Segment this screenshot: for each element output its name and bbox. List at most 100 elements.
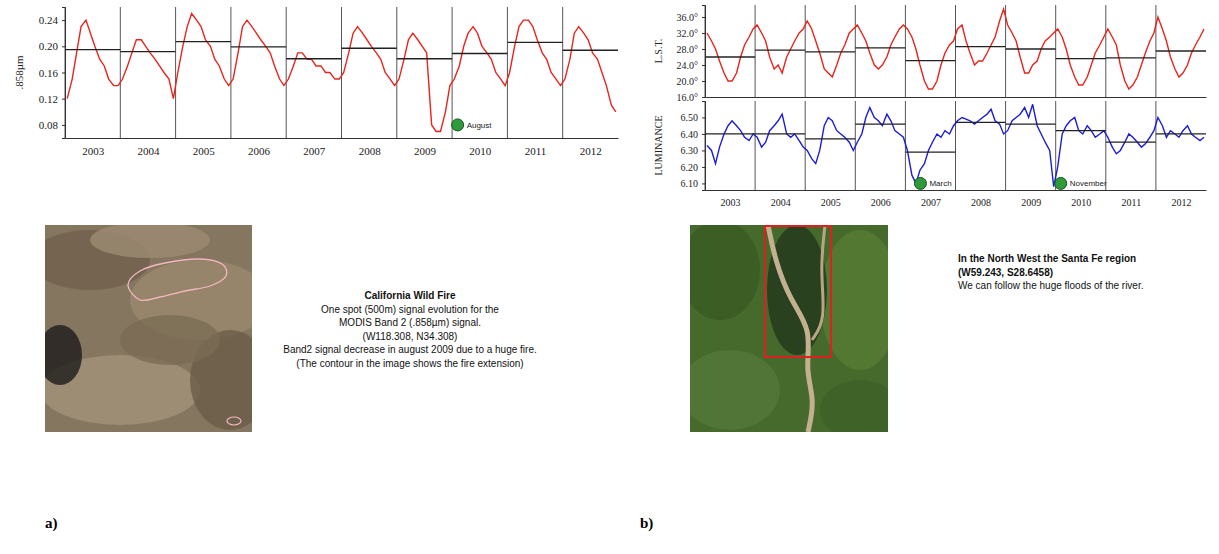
tick: 0.12 — [39, 93, 65, 105]
grid-line — [1055, 5, 1056, 97]
grid-line — [955, 5, 956, 97]
annotation-marker — [914, 177, 926, 189]
grid-line — [341, 7, 342, 138]
annual-mean — [507, 42, 562, 43]
caption-title: (W59.243, S28.6458) — [958, 267, 1053, 278]
tick: 2003 — [66, 138, 105, 157]
grid-line — [175, 7, 176, 138]
y-axis: 6.106.206.306.406.50 — [681, 102, 706, 191]
annual-mean — [563, 50, 618, 51]
tick: 2004 — [756, 190, 791, 208]
tick-mark — [702, 117, 705, 118]
image-texture — [690, 350, 780, 430]
annual-mean — [705, 56, 755, 57]
grid-line — [805, 101, 806, 190]
x-axis: 2003200420052006200720082009201020112012 — [66, 138, 619, 157]
axis-line — [66, 138, 619, 139]
tick-mark — [62, 46, 65, 47]
tick-mark — [702, 97, 705, 98]
annotation-label: November — [1070, 179, 1107, 188]
annual-mean — [956, 46, 1006, 47]
data-line — [67, 14, 616, 132]
tick-label: 2010 — [469, 145, 492, 157]
tick-mark — [702, 33, 705, 34]
river — [812, 225, 825, 340]
annual-mean — [805, 138, 855, 139]
tick-label: 2004 — [771, 197, 791, 208]
x-axis — [706, 97, 1207, 99]
tick: 2005 — [806, 190, 841, 208]
annual-mean — [286, 58, 341, 59]
tick-label: 2005 — [821, 197, 841, 208]
axis-line — [702, 102, 706, 191]
tick: 2003 — [706, 190, 741, 208]
grid-line — [1105, 101, 1106, 190]
annual-mean — [855, 123, 905, 124]
annual-mean — [755, 133, 805, 134]
tick: 2006 — [856, 190, 891, 208]
annotation-marker — [1055, 177, 1067, 189]
tick-label: 0.20 — [39, 40, 59, 52]
annotation-label: March — [929, 179, 951, 188]
tick-mark — [62, 73, 65, 74]
panel-label: a) — [45, 515, 58, 532]
tick: 0.24 — [39, 14, 65, 26]
tick-label: 6.10 — [681, 178, 699, 189]
caption-line: (W118.308, N34.308) — [363, 331, 458, 342]
tick: 2007 — [287, 138, 326, 157]
tick: 0.16 — [39, 67, 65, 79]
tick: 6.10 — [681, 178, 706, 189]
tick-label: 16.0° — [677, 92, 699, 103]
image-texture — [690, 225, 760, 320]
caption-title: California Wild Fire — [364, 290, 455, 301]
axis-line — [706, 97, 1207, 98]
grid-line — [805, 5, 806, 97]
tick: 2012 — [1156, 190, 1191, 208]
panel-label: b) — [640, 515, 653, 532]
annual-mean — [452, 53, 507, 54]
x-axis: 2003200420052006200720082009201020112012 — [706, 190, 1207, 208]
annual-mean — [176, 41, 231, 42]
caption-line: Band2 signal decrease in august 2009 due… — [283, 344, 537, 355]
image-texture — [820, 380, 888, 432]
study-area — [765, 226, 831, 357]
tick: 16.0° — [677, 92, 706, 103]
annual-mean — [1056, 130, 1106, 131]
image-texture — [120, 315, 220, 365]
grid — [705, 5, 1156, 97]
caption-line: MODIS Band 2 (.858µm) signal. — [339, 317, 481, 328]
y-axis: 16.0°20.0°24.0°28.0°32.0°36.0° — [677, 6, 706, 103]
tick-label: 2003 — [721, 197, 741, 208]
tick-label: 2008 — [359, 145, 382, 157]
caption-line: One spot (500m) signal evolution for the — [321, 304, 499, 315]
image-texture — [90, 225, 210, 258]
tick-mark — [702, 17, 705, 18]
annual-mean — [905, 60, 955, 61]
tick: 36.0° — [677, 12, 706, 23]
tick-label: 6.50 — [681, 112, 699, 123]
tick-label: 6.40 — [681, 129, 699, 140]
tick-label: 24.0° — [677, 60, 699, 71]
tick-label: 2010 — [1071, 197, 1091, 208]
tick-label: 2008 — [971, 197, 991, 208]
tick: 24.0° — [677, 60, 706, 71]
tick-label: 2012 — [580, 145, 602, 157]
grid-line — [1005, 101, 1006, 190]
grid-line — [1105, 5, 1106, 97]
caption: In the North West the Santa Fe region(W5… — [958, 253, 1143, 291]
tick-label: 6.20 — [681, 162, 699, 173]
tick: 0.08 — [39, 119, 65, 131]
grid-line — [1155, 101, 1156, 190]
grid-line — [755, 101, 756, 190]
plot-area — [705, 104, 1206, 186]
tick-label: 2004 — [137, 145, 160, 157]
tick: 6.20 — [681, 162, 706, 173]
plot-area — [65, 14, 618, 132]
tick-label: 32.0° — [677, 28, 699, 39]
annual-mean — [1106, 57, 1156, 58]
tick-mark — [702, 49, 705, 50]
caption: California Wild Fire One spot (500m) sign… — [283, 290, 537, 369]
annotation-label: August — [467, 121, 493, 130]
annual-mean — [905, 151, 955, 152]
annual-mean — [705, 133, 755, 134]
